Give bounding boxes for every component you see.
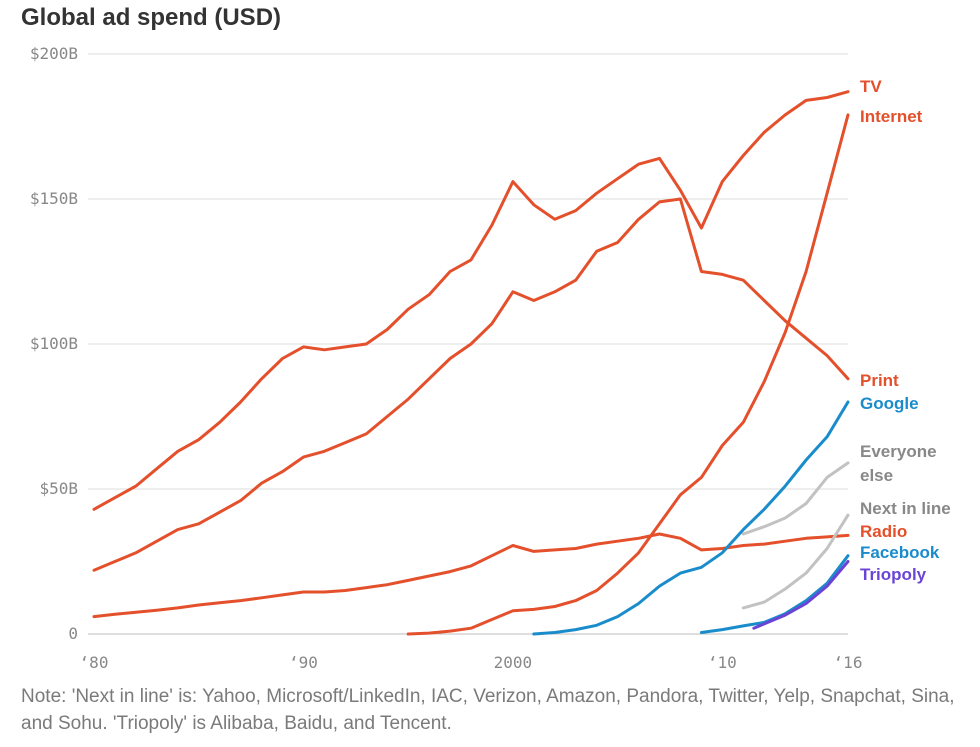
y-tick-label: $50B — [39, 479, 78, 498]
series-line-tv — [94, 199, 848, 570]
series-label-internet: Internet — [860, 107, 923, 126]
series-line-triopoly — [754, 562, 848, 629]
x-tick-label: ‘80 — [80, 653, 109, 672]
series-label-radio: Radio — [860, 522, 907, 541]
series-label-google: Google — [860, 394, 919, 413]
series-line-print — [94, 92, 848, 510]
y-tick-label: $150B — [30, 189, 78, 208]
series-lines — [94, 92, 848, 634]
y-axis-ticks: 0 $50B $100B $150B $200B — [30, 44, 78, 643]
footnote: Note: 'Next in line' is: Yahoo, Microsof… — [21, 683, 961, 737]
x-tick-label: ‘16 — [834, 653, 863, 672]
x-axis-ticks: ‘80 ‘90 2000 ‘10 ‘16 — [80, 653, 863, 672]
series-label-tv: TV — [860, 77, 882, 96]
x-tick-label: 2000 — [494, 653, 533, 672]
series-line-radio — [94, 534, 848, 617]
series-label-next-in-line: Next in line — [860, 499, 951, 518]
x-tick-label: ‘90 — [289, 653, 318, 672]
series-label-everyone-else: Everyone else — [860, 442, 937, 485]
series-line-internet — [408, 115, 848, 634]
y-tick-label: $100B — [30, 334, 78, 353]
series-label-print: Print — [860, 371, 899, 390]
x-tick-label: ‘10 — [708, 653, 737, 672]
line-chart: 0 $50B $100B $150B $200B ‘80 ‘90 2000 ‘10 ‘16 TV… — [0, 0, 980, 680]
series-labels: TV Internet Print Google Everyone else Next in… — [860, 77, 951, 584]
series-label-triopoly: Triopoly — [860, 565, 927, 584]
y-tick-label: 0 — [68, 624, 78, 643]
y-tick-label: $200B — [30, 44, 78, 63]
series-label-facebook: Facebook — [860, 543, 940, 562]
